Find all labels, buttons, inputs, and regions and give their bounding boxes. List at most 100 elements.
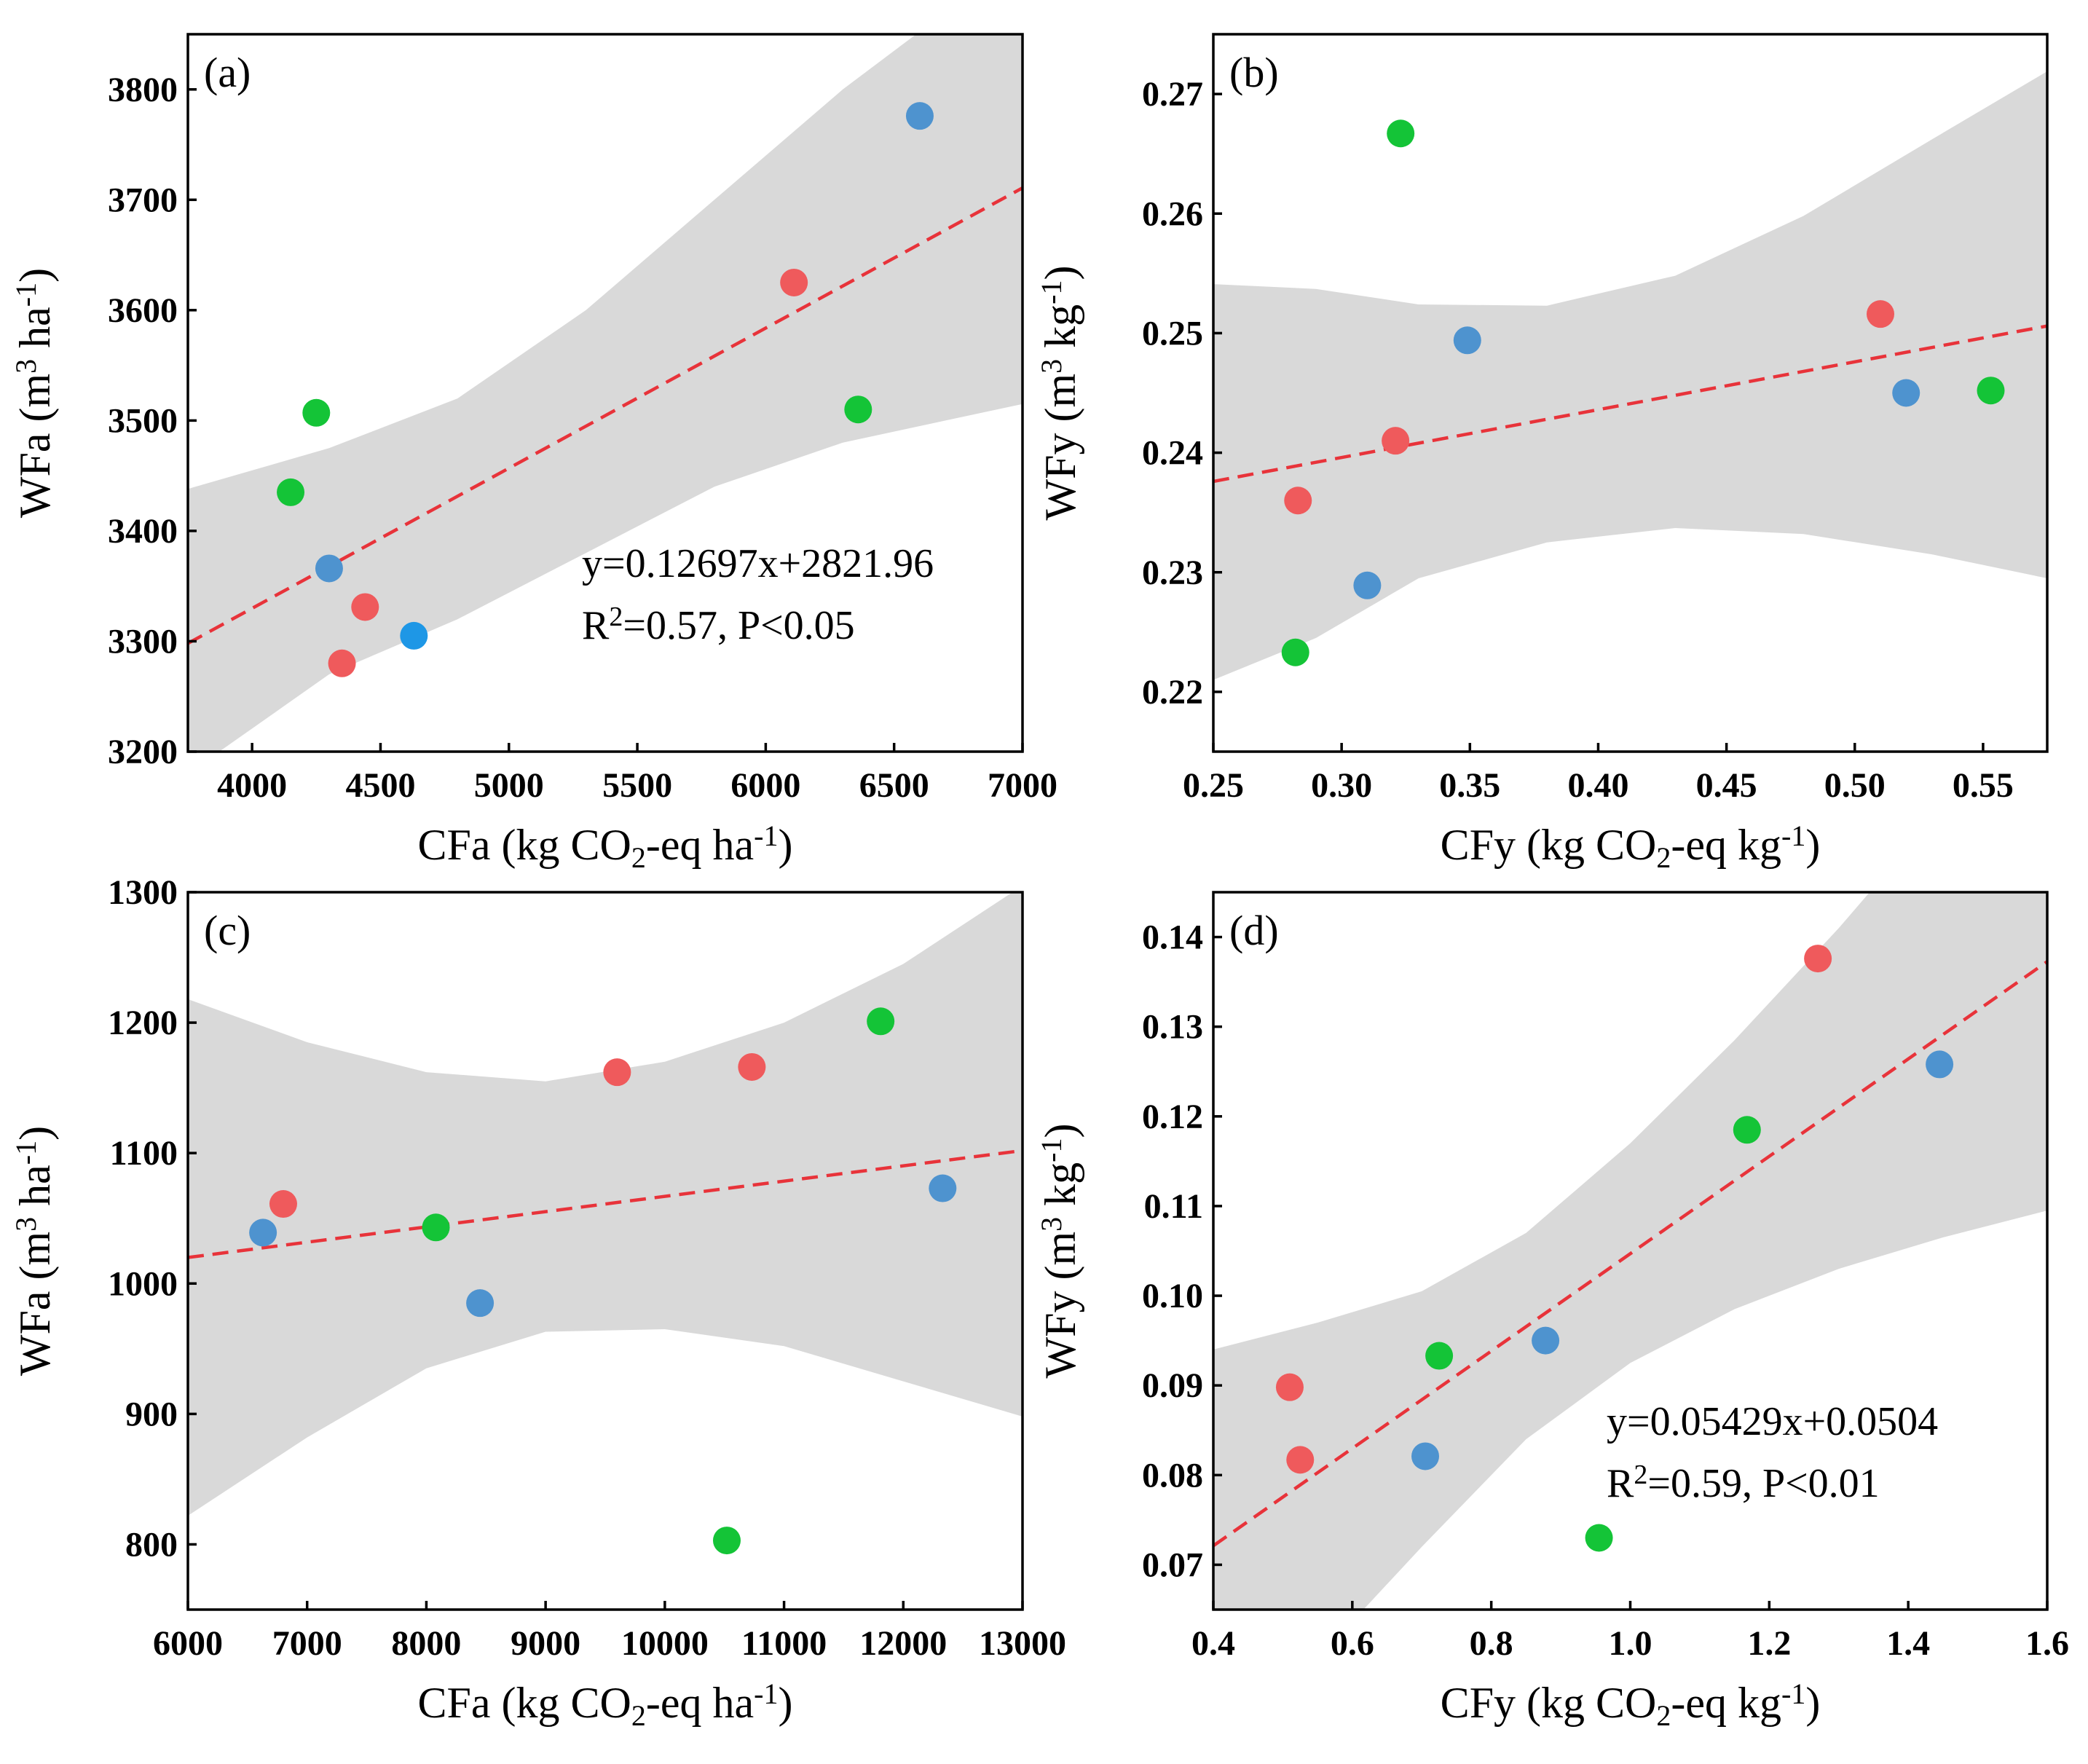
data-point-c-4: [603, 1058, 631, 1087]
data-point-d-2: [1411, 1442, 1440, 1470]
plot-area-a: [188, 34, 1023, 752]
regression-stats-d: R2=0.59, P<0.01: [1607, 1460, 1880, 1506]
panel-label-b: (b): [1229, 49, 1279, 96]
x-tick-label-b-4: 0.45: [1696, 766, 1757, 805]
data-point-d-6: [1733, 1116, 1761, 1144]
data-point-d-0: [1275, 1373, 1304, 1401]
data-point-c-1: [269, 1190, 297, 1218]
x-tick-label-a-6: 7000: [988, 766, 1057, 805]
x-tick-label-a-1: 4500: [345, 766, 415, 805]
y-tick-label-d-5: 0.12: [1142, 1098, 1203, 1136]
y-tick-label-d-4: 0.11: [1144, 1187, 1203, 1226]
x-tick-label-c-0: 6000: [153, 1624, 223, 1663]
x-tick-label-d-5: 1.4: [1886, 1624, 1930, 1663]
x-tick-label-b-6: 0.55: [1953, 766, 2014, 805]
panel-label-c: (c): [204, 907, 251, 954]
data-point-d-7: [1804, 945, 1832, 973]
data-point-a-6: [780, 268, 808, 296]
x-tick-label-a-5: 6500: [859, 766, 929, 805]
confidence-band-d: [1213, 892, 2047, 1610]
y-tick-label-b-3: 0.25: [1142, 314, 1203, 353]
y-axis-title-b: WFy (m3 kg-1): [1035, 266, 1084, 521]
plot-area-d: [1213, 892, 2047, 1610]
axes-frame-b: [1212, 33, 2049, 753]
x-tick-label-c-4: 10000: [621, 1624, 709, 1663]
y-tick-label-b-1: 0.23: [1142, 554, 1203, 592]
x-tick-label-d-4: 1.2: [1747, 1624, 1791, 1663]
data-point-d-1: [1286, 1446, 1315, 1474]
y-tick-label-b-5: 0.27: [1142, 75, 1203, 114]
data-point-c-2: [422, 1213, 450, 1242]
regression-stats-a: R2=0.57, P<0.05: [582, 602, 855, 648]
panel-label-d: (d): [1229, 907, 1279, 954]
panel-b: 0.25 0.30 0.35 0.40 0.45 0.50 0.55 0.22 0.23 0.24…: [1035, 33, 2049, 874]
data-point-c-5: [712, 1527, 741, 1555]
y-tick-label-b-0: 0.22: [1142, 673, 1203, 712]
y-tick-label-d-1: 0.08: [1142, 1456, 1203, 1495]
data-point-c-6: [738, 1052, 766, 1081]
data-point-b-3: [1382, 427, 1410, 455]
data-point-a-2: [315, 554, 343, 583]
data-point-b-4: [1387, 119, 1415, 148]
y-tick-label-c-0: 800: [125, 1525, 178, 1564]
x-tick-label-b-1: 0.30: [1311, 766, 1372, 805]
x-tick-label-a-3: 5500: [602, 766, 672, 805]
y-tick-label-b-4: 0.26: [1142, 194, 1203, 233]
y-tick-label-b-2: 0.24: [1142, 434, 1203, 473]
data-point-c-0: [249, 1218, 277, 1247]
regression-equation-d: y=0.05429x+0.0504: [1607, 1399, 1938, 1444]
data-point-b-7: [1892, 379, 1920, 407]
y-axis-title-a: WFa (m3 ha-1): [9, 268, 59, 518]
x-tick-label-c-3: 9000: [511, 1624, 580, 1663]
y-tick-label-a-4: 3600: [108, 291, 178, 330]
axes-frame-c: [186, 891, 1024, 1611]
data-point-a-5: [400, 621, 428, 650]
y-tick-label-c-3: 1100: [110, 1134, 178, 1173]
panel-d: 0.4 0.6 0.8 1.0 1.2 1.4 1.6 0.07 0.08 0.09 0.10 0.1…: [1035, 891, 2069, 1732]
data-point-b-6: [1867, 300, 1894, 328]
x-tick-label-d-2: 0.8: [1470, 1624, 1513, 1663]
data-point-a-8: [905, 102, 934, 130]
x-tick-label-a-0: 4000: [217, 766, 287, 805]
y-tick-label-c-5: 1300: [108, 873, 178, 912]
y-tick-label-a-2: 3400: [108, 512, 178, 551]
y-tick-label-d-3: 0.10: [1142, 1277, 1203, 1315]
data-point-c-8: [929, 1174, 957, 1202]
y-tick-label-c-1: 900: [125, 1395, 178, 1433]
x-tick-label-a-4: 6000: [730, 766, 800, 805]
x-tick-label-d-1: 0.6: [1331, 1624, 1374, 1663]
fit-line-b: [1213, 324, 2047, 484]
plot-area-c: [188, 892, 1023, 1555]
x-tick-label-b-3: 0.40: [1567, 766, 1628, 805]
y-tick-label-d-2: 0.09: [1142, 1366, 1203, 1405]
data-point-a-1: [302, 398, 331, 427]
fit-line-c: [188, 1149, 1023, 1259]
x-tick-label-b-2: 0.35: [1439, 766, 1500, 805]
x-tick-label-d-6: 1.6: [2025, 1624, 2069, 1663]
data-point-d-8: [1926, 1050, 1954, 1079]
x-tick-label-d-0: 0.4: [1191, 1624, 1235, 1663]
x-tick-label-c-6: 12000: [859, 1624, 947, 1663]
data-point-a-4: [351, 593, 379, 621]
x-axis-title-a: CFa (kg CO2-eq ha-1): [418, 819, 793, 874]
panel-label-a: (a): [204, 49, 251, 96]
data-point-a-7: [844, 395, 872, 424]
x-axis-title-b: CFy (kg CO2-eq kg-1): [1441, 819, 1821, 874]
y-tick-label-d-0: 0.07: [1142, 1546, 1203, 1584]
x-tick-label-c-2: 8000: [391, 1624, 461, 1663]
y-tick-label-d-7: 0.14: [1142, 918, 1203, 957]
y-tick-label-a-5: 3700: [108, 181, 178, 219]
axes-frame-a: [186, 33, 1024, 753]
y-tick-label-a-1: 3300: [108, 622, 178, 661]
x-axis-title-c: CFa (kg CO2-eq ha-1): [418, 1677, 793, 1732]
confidence-band-c: [188, 892, 1023, 1516]
confidence-band-a: [188, 34, 1023, 752]
x-tick-label-b-5: 0.50: [1824, 766, 1886, 805]
data-point-b-1: [1284, 487, 1312, 515]
fit-line-d: [1213, 960, 2047, 1548]
regression-equation-a: y=0.12697x+2821.96: [582, 541, 934, 586]
data-point-a-0: [277, 478, 305, 506]
panel-a: 4000 4500 5000 5500 6000 6500 7000 3200 3300 3400…: [9, 33, 1057, 874]
x-tick-label-a-2: 5000: [474, 766, 544, 805]
